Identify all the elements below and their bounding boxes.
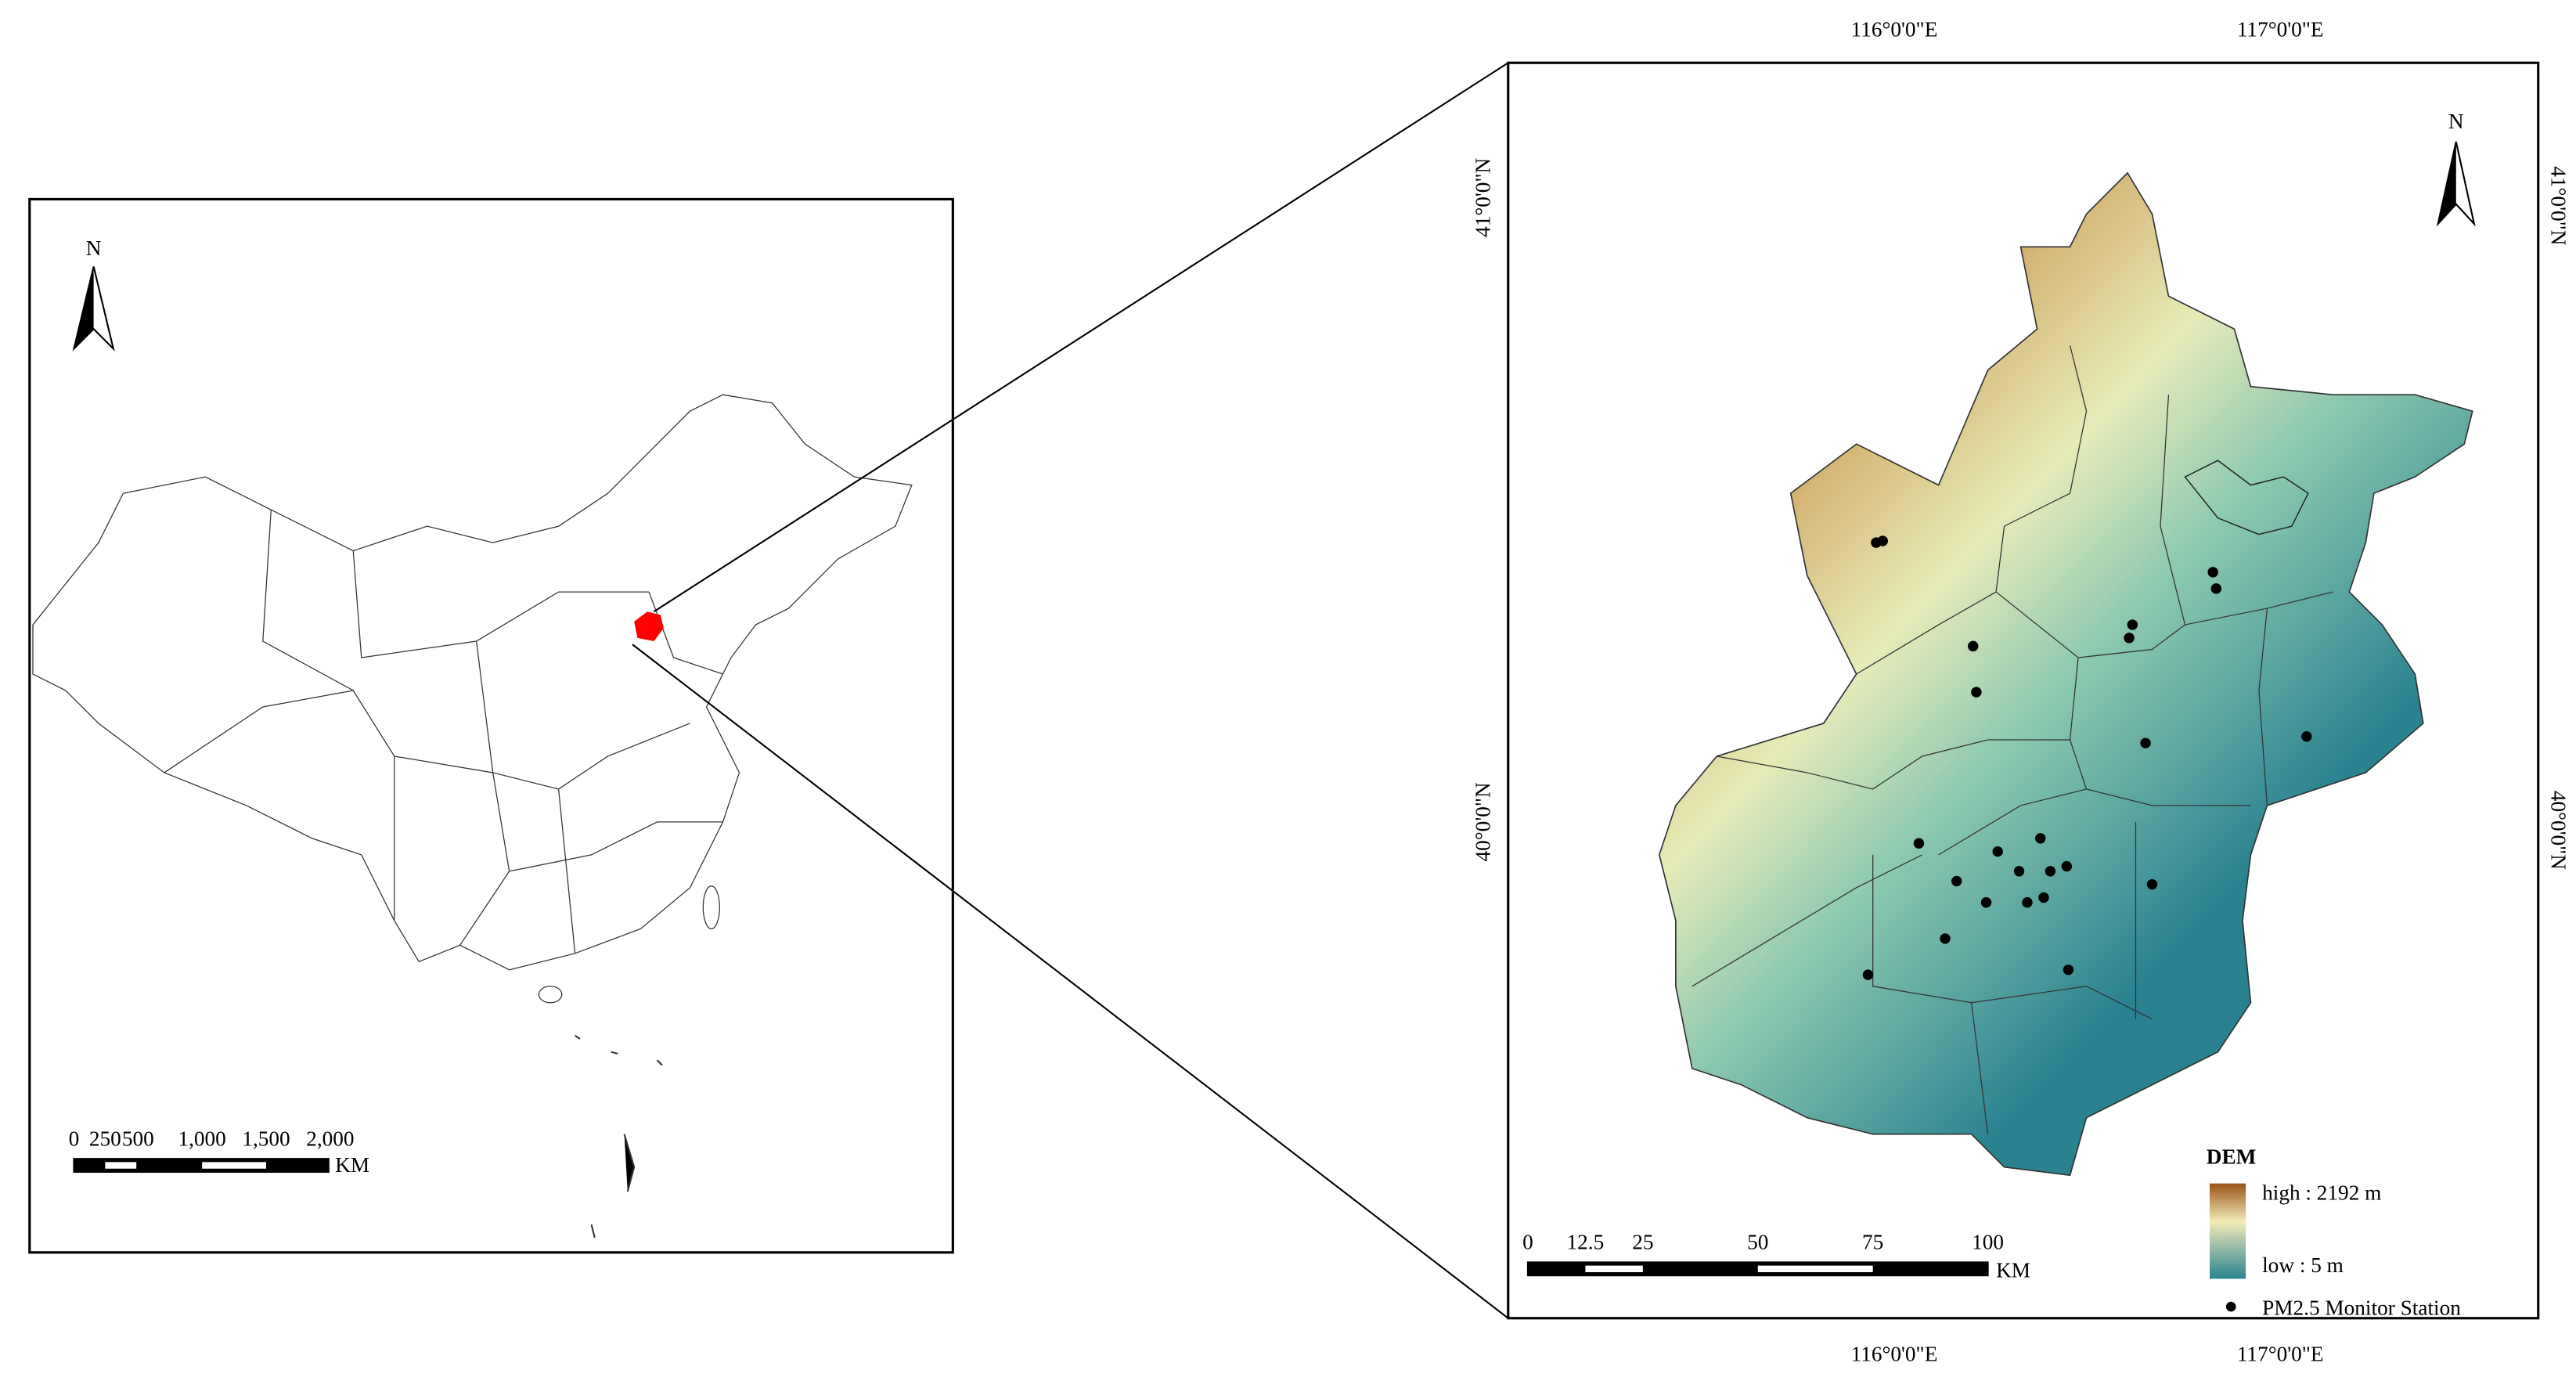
overview-frame bbox=[28, 197, 954, 1254]
scale-label: 250 bbox=[89, 1127, 121, 1150]
north-label: N bbox=[2448, 110, 2464, 133]
lat-label: 40°0'0"N bbox=[1472, 782, 1495, 861]
station bbox=[2210, 583, 2222, 594]
station bbox=[2063, 965, 2074, 975]
lat-label: 41°0'0"N bbox=[2547, 166, 2571, 245]
station bbox=[1968, 640, 1979, 652]
station bbox=[1940, 933, 1951, 944]
station bbox=[1913, 838, 1925, 849]
station bbox=[2061, 860, 2073, 872]
province-lines bbox=[164, 510, 723, 954]
detail-scale bbox=[1526, 1261, 1989, 1277]
north-arrow-half bbox=[74, 266, 94, 349]
scale-label: 50 bbox=[1747, 1231, 1768, 1254]
overview-scale bbox=[73, 1158, 330, 1174]
scale-label: 12.5 bbox=[1567, 1231, 1605, 1254]
hainan bbox=[538, 986, 563, 1004]
legend-ramp bbox=[2209, 1183, 2246, 1279]
station bbox=[1980, 897, 1992, 908]
station bbox=[2127, 619, 2138, 630]
district-lines bbox=[1692, 345, 2333, 1134]
china-outline bbox=[32, 394, 913, 971]
legend-station: PM2.5 Monitor Station bbox=[2262, 1296, 2461, 1320]
lat-label: 40°0'0"N bbox=[2547, 791, 2571, 870]
detail-frame bbox=[1507, 61, 2540, 1320]
scale-unit: KM bbox=[335, 1153, 369, 1177]
north-arrow-half bbox=[2437, 141, 2456, 224]
connector bbox=[653, 62, 1509, 613]
legend-title: DEM bbox=[2207, 1145, 2257, 1168]
scale-label: 500 bbox=[122, 1127, 154, 1150]
station bbox=[2013, 866, 2025, 877]
beijing-highlight bbox=[634, 611, 664, 642]
station bbox=[2301, 731, 2312, 742]
scale-label: 1,500 bbox=[242, 1127, 290, 1150]
station bbox=[1971, 687, 1982, 698]
lon-label: 116°0'0"E bbox=[1851, 18, 1938, 41]
legend-high: high : 2192 m bbox=[2262, 1181, 2381, 1205]
station bbox=[2022, 897, 2033, 908]
station bbox=[1992, 846, 2003, 857]
scale-unit: KM bbox=[1996, 1258, 2030, 1282]
station bbox=[2124, 633, 2135, 644]
connector bbox=[632, 644, 1509, 1319]
station bbox=[2207, 567, 2218, 578]
stations bbox=[1862, 535, 2312, 980]
station bbox=[2038, 892, 2049, 903]
scale-label: 2,000 bbox=[306, 1127, 354, 1150]
scale-label: 1,000 bbox=[178, 1127, 225, 1150]
islands bbox=[575, 1034, 663, 1239]
scale-label: 75 bbox=[1862, 1231, 1883, 1254]
legend-low: low : 5 m bbox=[2262, 1253, 2344, 1277]
station bbox=[2045, 866, 2056, 877]
reservoir bbox=[2184, 460, 2309, 535]
scale-label: 100 bbox=[1972, 1231, 2004, 1254]
lon-label: 117°0'0"E bbox=[2237, 1342, 2324, 1365]
legend-station-dot bbox=[2225, 1301, 2236, 1312]
lon-label: 116°0'0"E bbox=[1851, 1342, 1938, 1365]
scale-label: 0 bbox=[1522, 1231, 1533, 1254]
station bbox=[1862, 969, 1874, 980]
station bbox=[1951, 875, 1962, 887]
scale-label: 0 bbox=[69, 1127, 80, 1150]
north-label: N bbox=[86, 236, 102, 260]
station bbox=[2140, 737, 2151, 748]
station bbox=[1877, 535, 1889, 546]
station bbox=[2035, 833, 2046, 844]
beijing-dem bbox=[1658, 171, 2473, 1177]
taiwan bbox=[702, 885, 720, 929]
lat-label: 41°0'0"N bbox=[1472, 157, 1495, 236]
station bbox=[2146, 878, 2158, 890]
lon-label: 117°0'0"E bbox=[2237, 18, 2324, 41]
scale-label: 25 bbox=[1632, 1231, 1653, 1254]
